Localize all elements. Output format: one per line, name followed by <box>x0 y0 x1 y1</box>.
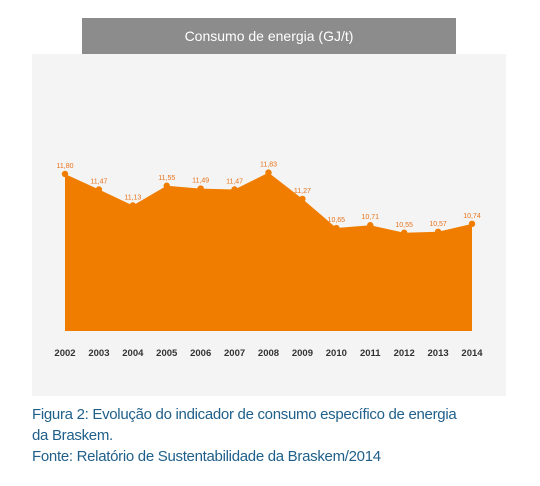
value-label-2004: 11,13 <box>124 194 141 201</box>
data-point-2007 <box>231 186 238 193</box>
caption-line-2: da Braskem. <box>32 427 113 444</box>
value-label-2013: 10,57 <box>429 221 447 228</box>
data-point-2012 <box>400 229 408 236</box>
data-point-2009 <box>299 195 306 203</box>
value-label-2005: 11,55 <box>158 175 175 182</box>
value-label-2012: 10,55 <box>395 222 413 229</box>
chart-title: Consumo de energia (GJ/t) <box>82 18 456 54</box>
x-tick-label-2003: 2003 <box>88 348 109 359</box>
x-tick-label-2008: 2008 <box>258 348 279 359</box>
data-point-2008 <box>265 169 272 176</box>
figure-caption: Figura 2: Evolução do indicador de consu… <box>32 404 522 467</box>
value-label-2003: 11,47 <box>90 179 107 186</box>
x-tick-label-2014: 2014 <box>461 348 483 359</box>
value-label-2006: 11,49 <box>192 178 209 185</box>
x-tick-label-2006: 2006 <box>190 348 211 359</box>
x-tick-label-2005: 2005 <box>156 348 178 359</box>
data-point-2002 <box>61 170 69 178</box>
data-point-2010 <box>333 224 340 232</box>
chart-panel: 11,80 11,47 11,13 11,55 11,49 11,47 11,83 11,27… <box>32 54 506 396</box>
value-label-2002: 11,80 <box>57 163 74 170</box>
area-fill <box>65 172 472 331</box>
caption-source: Fonte: Relatório de Sustentabilidade da … <box>32 448 381 465</box>
value-label-2010: 10,65 <box>328 217 346 224</box>
caption-line-1: Figura 2: Evolução do indicador de consu… <box>32 406 457 423</box>
value-label-2014: 10,74 <box>463 213 481 220</box>
x-tick-label-2010: 2010 <box>326 348 347 359</box>
x-tick-label-2009: 2009 <box>292 348 313 359</box>
value-label-2009: 11,27 <box>294 188 311 195</box>
value-label-2007: 11,47 <box>226 179 243 186</box>
value-label-2008: 11,83 <box>260 162 277 169</box>
data-point-2013 <box>434 228 442 236</box>
data-point-2005 <box>163 182 170 189</box>
x-tick-label-2002: 2002 <box>54 348 75 359</box>
data-point-2014 <box>468 220 476 228</box>
x-tick-label-2011: 2011 <box>360 348 381 359</box>
data-point-2011 <box>367 222 374 229</box>
data-point-2004 <box>129 202 137 209</box>
data-point-2006 <box>197 185 204 192</box>
x-tick-label-2012: 2012 <box>394 348 415 359</box>
area-chart: 11,80 11,47 11,13 11,55 11,49 11,47 11,83 11,27… <box>54 162 483 359</box>
x-tick-label-2007: 2007 <box>224 348 245 359</box>
value-label-2011: 10,71 <box>361 214 379 221</box>
data-point-2003 <box>95 186 103 193</box>
x-tick-label-2013: 2013 <box>428 348 449 359</box>
x-tick-label-2004: 2004 <box>122 348 144 359</box>
